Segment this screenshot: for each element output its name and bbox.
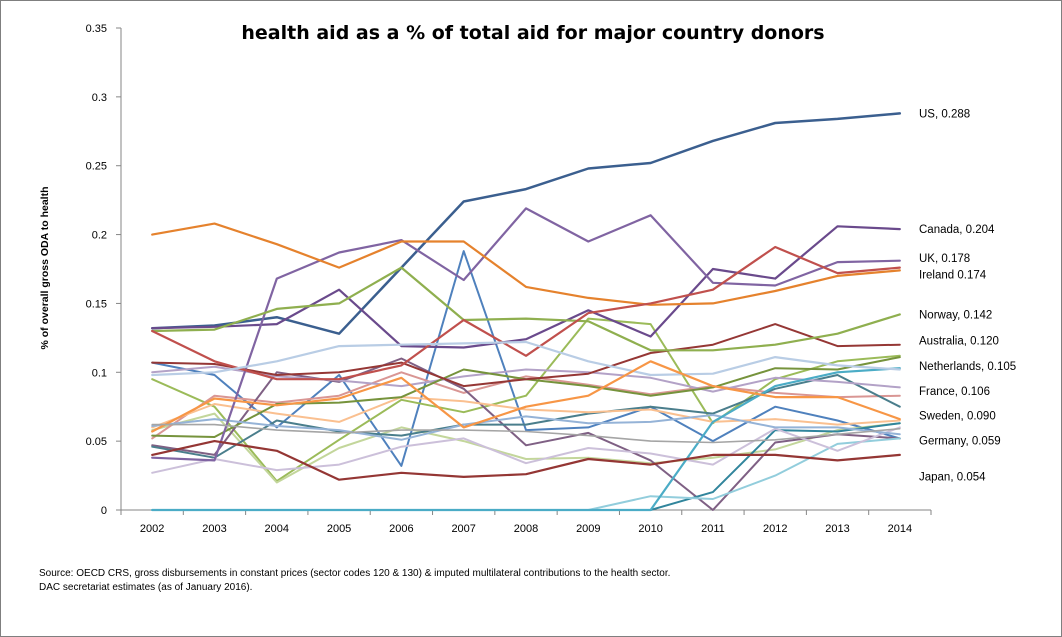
series-end-label: US, 0.288 xyxy=(919,108,970,120)
x-tick-label: 2011 xyxy=(701,523,725,535)
x-tick-label: 2006 xyxy=(389,523,413,535)
series-line xyxy=(151,357,901,511)
series-line xyxy=(151,360,901,433)
series-end-label: France, 0.106 xyxy=(919,386,990,398)
series-line xyxy=(151,245,901,381)
x-tick-label: 2002 xyxy=(140,523,164,535)
series-end-label: Netherlands, 0.105 xyxy=(919,361,1016,373)
y-tick-label: 0.15 xyxy=(86,298,107,310)
y-tick-label: 0.2 xyxy=(92,230,107,242)
series-end-label: Ireland 0.174 xyxy=(919,270,987,282)
series-line xyxy=(151,222,901,306)
x-tick-label: 2012 xyxy=(763,523,787,535)
series-line xyxy=(150,112,902,335)
source-note-2: DAC secretariat estimates (as of January… xyxy=(39,582,252,593)
plot-area: 0 0.05 0.1 0.15 0.2 0.25 0.3 0.35 2002 2003 2004 20… xyxy=(86,23,1017,535)
y-axis-label: % of overall gross ODA to health xyxy=(39,187,51,350)
series-line xyxy=(151,250,901,467)
x-tick-label: 2013 xyxy=(825,523,849,535)
y-tick-label: 0.05 xyxy=(86,436,107,448)
y-tick-label: 0 xyxy=(101,505,107,517)
series-end-label: Japan, 0.054 xyxy=(919,471,986,483)
series-end-label: Sweden, 0.090 xyxy=(919,411,996,423)
series-end-label: Norway, 0.142 xyxy=(919,309,992,321)
series-line xyxy=(151,426,901,474)
x-tick-label: 2009 xyxy=(576,523,600,535)
y-tick-label: 0.1 xyxy=(92,367,107,379)
series-end-label: Australia, 0.120 xyxy=(919,336,999,348)
chart-title: health aid as a % of total aid for major… xyxy=(241,22,824,44)
x-tick-label: 2007 xyxy=(451,523,475,535)
x-tick-label: 2005 xyxy=(327,523,351,535)
source-note: Source: OECD CRS, gross disbursements in… xyxy=(39,568,670,579)
series-end-label: Germany, 0.059 xyxy=(919,435,1001,447)
y-tick-label: 0.25 xyxy=(86,161,107,173)
series-end-label: Canada, 0.204 xyxy=(919,224,995,236)
series-line xyxy=(151,225,901,349)
y-tick-label: 0.3 xyxy=(92,92,107,104)
x-tick-label: 2003 xyxy=(202,523,226,535)
series-line xyxy=(151,365,901,393)
y-tick-label: 0.35 xyxy=(86,23,107,35)
series-line xyxy=(151,207,901,462)
series-line xyxy=(151,423,901,444)
x-tick-label: 2004 xyxy=(265,523,289,535)
series-line xyxy=(151,323,901,388)
series-line xyxy=(151,371,901,440)
x-tick-label: 2014 xyxy=(888,523,912,535)
series-line xyxy=(151,340,901,377)
series-line xyxy=(151,396,901,429)
series-line xyxy=(151,266,901,352)
series-line xyxy=(151,374,901,459)
series-line xyxy=(151,412,901,484)
series-end-label: UK, 0.178 xyxy=(919,253,970,265)
x-tick-label: 2008 xyxy=(514,523,538,535)
x-tick-label: 2010 xyxy=(638,523,662,535)
series-line xyxy=(151,367,901,512)
series-line xyxy=(151,440,901,481)
series-line xyxy=(151,414,901,441)
